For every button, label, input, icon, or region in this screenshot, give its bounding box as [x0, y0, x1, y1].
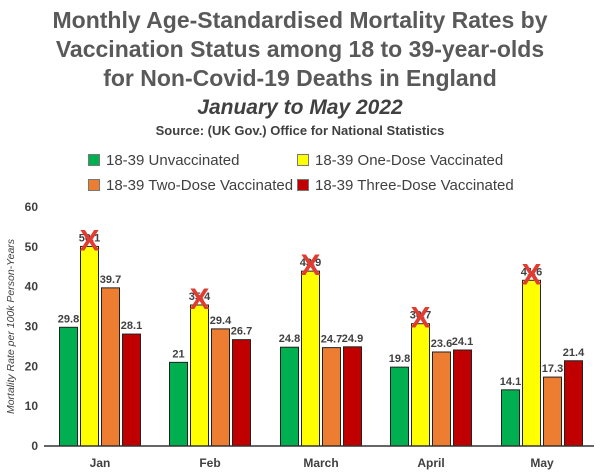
legend-item-three-dose: 18-39 Three-Dose Vaccinated — [297, 176, 514, 194]
data-label-three-dose: 21.4 — [563, 347, 585, 359]
data-label-three-dose: 26.7 — [231, 326, 252, 338]
data-label-two-dose: 17.3 — [542, 363, 563, 375]
x-marker-annotation: X — [189, 283, 209, 316]
y-tick-label: 60 — [25, 200, 39, 214]
legend-item-one-dose: 18-39 One-Dose Vaccinated — [297, 151, 503, 169]
bar-unvaccinated — [280, 346, 299, 447]
bar-one-dose — [522, 279, 541, 447]
legend-item-unvaccinated: 18-39 Unvaccinated — [88, 151, 239, 169]
chart-title-line-2: Vaccination Status among 18 to 39-year-o… — [55, 36, 545, 62]
data-label-one-dose: 50.1 — [79, 232, 100, 244]
bar-two-dose — [432, 351, 451, 447]
x-marker-annotation: X — [410, 302, 430, 335]
x-tick-label: April — [417, 456, 444, 470]
data-label-unvaccinated: 21 — [172, 348, 184, 360]
y-tick-label: 30 — [25, 320, 39, 334]
legend-label-one-dose: 18-39 One-Dose Vaccinated — [315, 151, 504, 169]
bar-two-dose — [211, 328, 230, 447]
bar-two-dose — [101, 287, 120, 447]
chart-source: Source: (UK Gov.) Office for National St… — [155, 123, 445, 138]
y-tick-label: 10 — [25, 399, 39, 413]
data-label-one-dose: 43.9 — [300, 257, 321, 269]
legend-item-two-dose: 18-39 Two-Dose Vaccinated — [88, 176, 293, 194]
bar-three-dose — [232, 339, 251, 447]
bar-unvaccinated — [169, 361, 188, 447]
y-tick-label: 20 — [25, 359, 39, 373]
data-label-three-dose: 24.9 — [342, 333, 363, 345]
y-tick-label: 50 — [25, 240, 39, 254]
bar-three-dose — [564, 360, 583, 447]
legend-swatch-three-dose — [297, 179, 309, 191]
chart-title-line-1: Monthly Age-Standardised Mortality Rates… — [52, 7, 548, 33]
data-label-two-dose: 23.6 — [431, 338, 452, 350]
bar-unvaccinated — [501, 389, 520, 447]
x-tick-label: May — [530, 456, 554, 470]
data-label-unvaccinated: 14.1 — [500, 376, 521, 388]
chart-subtitle: January to May 2022 — [197, 96, 403, 119]
y-tick-label: 0 — [31, 439, 38, 453]
legend-swatch-unvaccinated — [88, 154, 100, 166]
bar-one-dose — [190, 304, 209, 447]
bar-one-dose — [411, 323, 430, 447]
data-label-one-dose: 41.6 — [521, 266, 542, 278]
data-label-unvaccinated: 24.8 — [279, 333, 300, 345]
legend-label-three-dose: 18-39 Three-Dose Vaccinated — [315, 176, 514, 194]
y-tick-label: 40 — [25, 280, 39, 294]
bar-two-dose — [322, 347, 341, 447]
bar-three-dose — [122, 333, 141, 447]
data-label-two-dose: 39.7 — [100, 274, 121, 286]
bar-three-dose — [343, 346, 362, 447]
legend-swatch-two-dose — [88, 179, 100, 191]
x-marker-annotation: X — [79, 224, 99, 257]
x-tick-label: Jan — [90, 456, 111, 470]
data-label-one-dose: 30.7 — [410, 310, 431, 322]
bar-two-dose — [543, 376, 562, 447]
x-marker-annotation: X — [521, 258, 541, 291]
data-label-one-dose: 35.4 — [189, 291, 211, 303]
data-label-unvaccinated: 19.8 — [389, 353, 410, 365]
data-label-three-dose: 28.1 — [121, 320, 142, 332]
bar-unvaccinated — [390, 366, 409, 447]
bar-unvaccinated — [59, 326, 78, 447]
x-marker-annotation: X — [300, 249, 320, 282]
y-axis-label: Mortality Rate per 100k Person-Years — [5, 238, 17, 414]
data-label-three-dose: 24.1 — [452, 336, 473, 348]
legend-label-two-dose: 18-39 Two-Dose Vaccinated — [106, 176, 294, 194]
bar-one-dose — [301, 270, 320, 447]
data-label-two-dose: 24.7 — [321, 334, 342, 346]
bar-chart: 0 10 20 30 40 50 60 Mortality Rate per 100k Per… — [5, 200, 594, 470]
legend-label-unvaccinated: 18-39 Unvaccinated — [106, 151, 240, 169]
data-label-unvaccinated: 29.8 — [58, 313, 79, 325]
bar-one-dose — [80, 245, 99, 447]
x-tick-label: March — [303, 456, 338, 470]
legend-swatch-one-dose — [297, 154, 309, 166]
bar-three-dose — [453, 349, 472, 447]
x-tick-label: Feb — [199, 456, 220, 470]
chart-title-line-3: for Non-Covid-19 Deaths in England — [103, 65, 497, 91]
data-label-two-dose: 29.4 — [210, 315, 232, 327]
